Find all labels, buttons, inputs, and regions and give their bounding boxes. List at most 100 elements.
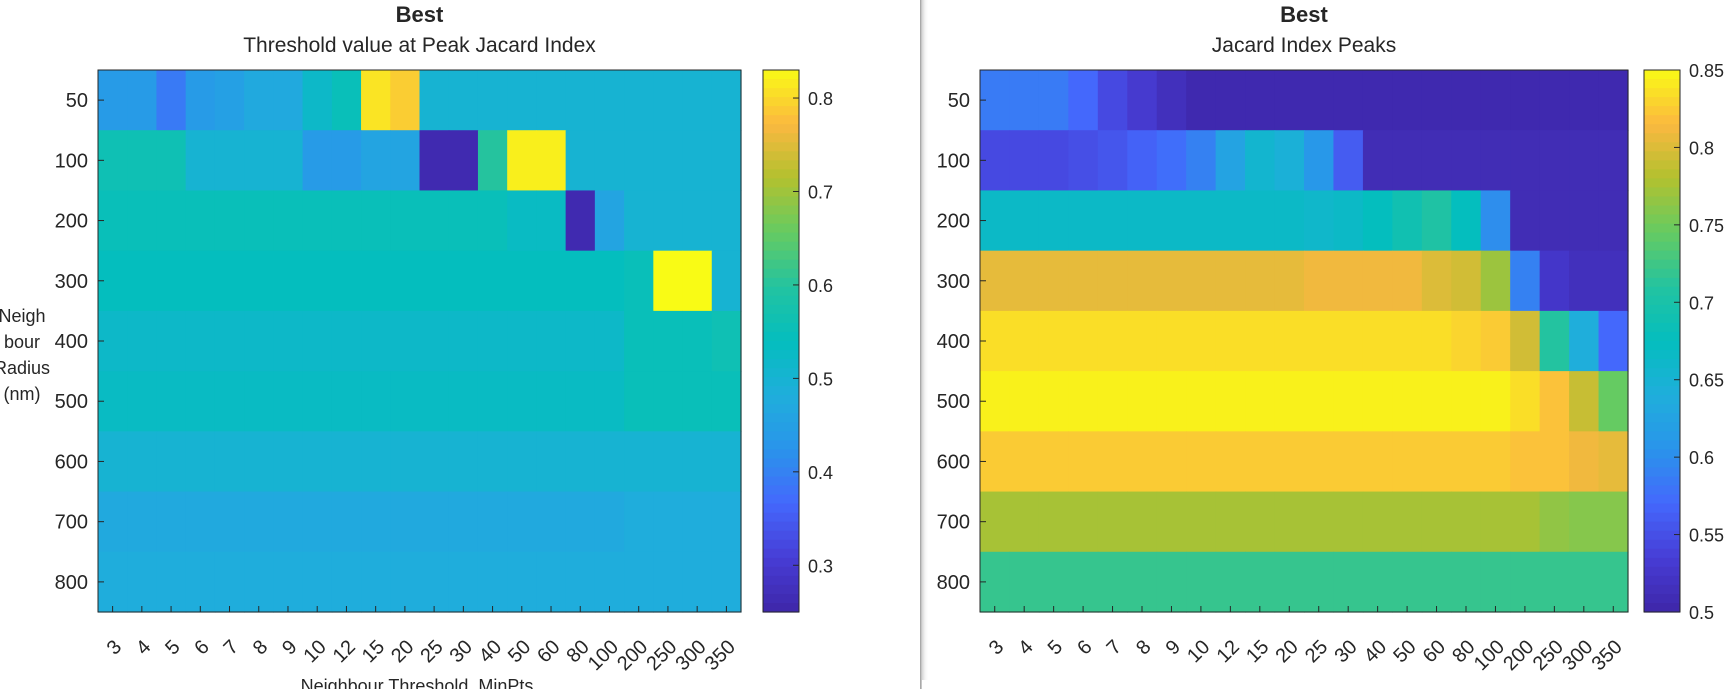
heatmap-cell	[1539, 190, 1570, 252]
panel-divider[interactable]	[920, 0, 928, 689]
heatmap-cell	[1245, 190, 1276, 252]
heatmap-cell	[1480, 70, 1511, 131]
heatmap-cell	[1362, 250, 1393, 312]
colorbar-segment	[1644, 404, 1680, 414]
heatmap-cell	[653, 431, 684, 493]
heatmap-cell	[1598, 130, 1629, 192]
heatmap-cell	[682, 491, 713, 553]
heatmap-cell	[1392, 431, 1423, 493]
x-tick-label: 4	[1014, 636, 1037, 659]
colorbar-segment	[1644, 548, 1680, 559]
heatmap-cell	[565, 190, 596, 252]
heatmap-cell	[653, 491, 684, 553]
heatmap-cell	[1598, 70, 1629, 131]
x-tick-label: 25	[416, 636, 447, 667]
colorbar-segment	[763, 431, 799, 441]
right-heatmap-chart: Best Jacard Index Peaks 50 100 200 300 400 500 6…	[937, 2, 1724, 675]
x-tick-label: 40	[1360, 636, 1391, 667]
heatmap-cell	[214, 431, 245, 493]
colorbar-segment	[1644, 530, 1680, 541]
colorbar-segment	[1644, 196, 1680, 207]
heatmap-cell	[1127, 371, 1158, 432]
y-tick-label: 700	[55, 512, 88, 534]
heatmap-cell	[711, 310, 742, 372]
heatmap-cell	[624, 491, 654, 553]
heatmap-cell	[244, 310, 274, 372]
heatmap-cell	[448, 70, 479, 131]
heatmap-cell	[1127, 491, 1158, 553]
heatmap-cell	[1274, 130, 1305, 192]
colorbar-segment	[763, 232, 799, 243]
heatmap-cell	[448, 551, 479, 613]
colorbar-segment	[1644, 458, 1680, 469]
colorbar-segment	[763, 575, 799, 586]
heatmap-cell	[711, 431, 742, 493]
heatmap-cell	[1156, 70, 1187, 131]
heatmap-cell	[682, 190, 713, 252]
colorbar-segment	[1644, 277, 1680, 288]
colorbar-tick-label: 0.4	[808, 463, 833, 483]
heatmap-cell	[536, 130, 567, 192]
heatmap-cell	[1569, 371, 1600, 432]
chart-title: Best	[1280, 2, 1328, 27]
x-tick-label: 12	[1213, 636, 1244, 667]
heatmap-cell	[1097, 310, 1128, 372]
heatmap-cell	[361, 250, 391, 312]
heatmap-cell	[477, 491, 508, 553]
heatmap-cell	[1274, 431, 1305, 493]
heatmap-cell	[1451, 371, 1482, 432]
heatmap-cell	[1097, 250, 1128, 312]
y-tick-label: 700	[937, 512, 970, 534]
heatmap-cell	[507, 190, 538, 252]
heatmap-cell	[1598, 551, 1629, 613]
heatmap-cell	[1451, 431, 1482, 493]
heatmap-cell	[1245, 491, 1276, 553]
colorbar-segment	[1644, 79, 1680, 89]
colorbar-frame	[762, 69, 800, 613]
heatmap-cell	[711, 190, 742, 252]
colorbar-segment	[763, 521, 799, 532]
heatmap-cell	[477, 551, 508, 613]
heatmap-cell	[419, 70, 450, 131]
heatmap-cell	[1539, 130, 1570, 192]
heatmap-cell	[127, 130, 158, 192]
heatmap-cell	[624, 551, 654, 613]
heatmap-cell	[1421, 250, 1452, 312]
heatmap-cell	[594, 491, 625, 553]
colorbar-segment	[1644, 449, 1680, 460]
colorbar-segment	[1644, 241, 1680, 252]
heatmap-cell	[244, 70, 274, 131]
heatmap-cell	[477, 431, 508, 493]
heatmap-cell	[1304, 310, 1335, 372]
heatmap-cell	[1480, 431, 1511, 493]
heatmap-cell	[1038, 250, 1069, 312]
colorbar-segment	[1644, 88, 1680, 98]
heatmap-cell	[1215, 491, 1246, 553]
x-tick-label: 3	[985, 636, 1008, 659]
heatmap-cell	[1009, 491, 1040, 553]
heatmap-cell	[390, 250, 421, 312]
heatmap-cell	[1392, 551, 1423, 613]
heatmap-cell	[1392, 371, 1423, 432]
heatmap-cell	[302, 431, 333, 493]
heatmap-cell	[565, 130, 596, 192]
colorbar-segment	[1644, 214, 1680, 225]
colorbar-segment	[1644, 268, 1680, 279]
colorbar-segment	[1644, 304, 1680, 315]
heatmap-cell	[448, 491, 479, 553]
right-figure-panel: Best Jacard Index Peaks 50 100 200 300 400 500 6…	[928, 0, 1733, 689]
colorbar-tick-label: 0.5	[808, 369, 833, 389]
colorbar-segment	[763, 458, 799, 469]
heatmap-cell	[1362, 371, 1393, 432]
colorbar-segment	[763, 467, 799, 478]
colorbar-segment	[1644, 331, 1680, 342]
heatmap-cell	[302, 310, 333, 372]
y-tick-label: 100	[55, 150, 88, 172]
heatmap-cell	[214, 551, 245, 613]
heatmap-cell	[1421, 70, 1452, 131]
colorbar-segment	[763, 277, 799, 288]
heatmap-cell	[156, 130, 187, 192]
x-tick-label: 30	[446, 636, 477, 667]
colorbar-segment	[763, 97, 799, 107]
colorbar-segment	[763, 169, 799, 179]
